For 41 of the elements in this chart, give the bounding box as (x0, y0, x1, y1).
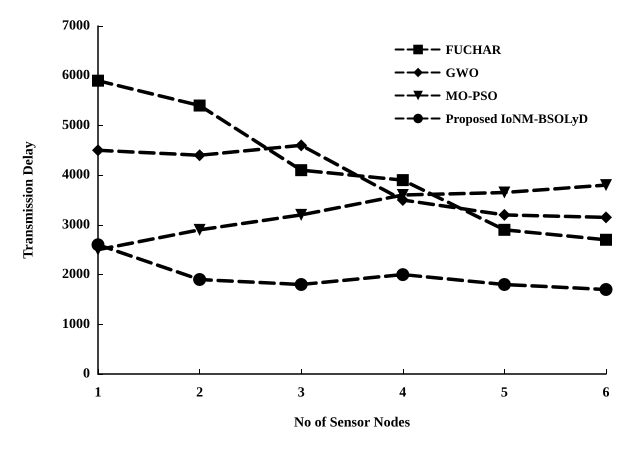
y-tick-label: 3000 (62, 217, 90, 232)
point (92, 74, 104, 87)
point (194, 149, 206, 162)
point (193, 273, 206, 286)
legend-label: MO-PSO (446, 88, 498, 103)
point (92, 238, 104, 252)
point (600, 179, 612, 192)
x-axis-title: No of Sensor Nodes (294, 416, 411, 430)
legend-label: Proposed IoNM-BSOLyD (446, 111, 588, 126)
y-tick-label: 6000 (62, 68, 90, 84)
point (295, 208, 308, 221)
x-tick-label: 3 (298, 386, 305, 400)
x-tick-label: 6 (602, 386, 610, 400)
point (600, 211, 612, 224)
legend-label: FUCHAR (446, 42, 502, 57)
x-tick-label: 1 (94, 386, 102, 400)
point (295, 164, 308, 176)
point (498, 278, 511, 292)
x-tick-label: 5 (500, 386, 508, 400)
point (498, 186, 510, 199)
point (498, 208, 510, 221)
point (600, 282, 612, 296)
point (194, 100, 206, 112)
point (600, 234, 612, 246)
y-tick-label: 5000 (62, 118, 90, 133)
point (294, 278, 308, 292)
y-axis-title: Transmission Delay (22, 141, 36, 259)
x-tick-label: 4 (399, 386, 406, 400)
point (396, 268, 410, 282)
y-tick-label: 1000 (62, 316, 90, 332)
point (498, 224, 510, 236)
point (194, 224, 206, 236)
y-tick-label: 2000 (62, 267, 90, 282)
y-tick-label: 4000 (62, 168, 90, 183)
y-tick-label: 7000 (62, 18, 90, 34)
legend-label: GWO (446, 65, 479, 80)
y-tick-label: 0 (83, 366, 90, 382)
point (295, 139, 308, 152)
point (396, 174, 409, 186)
x-tick-label: 2 (196, 386, 204, 400)
point (92, 144, 104, 156)
